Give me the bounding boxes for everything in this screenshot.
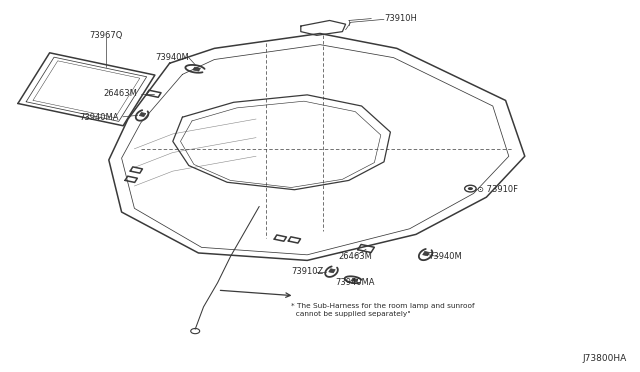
Text: 26463M: 26463M xyxy=(339,252,372,261)
Text: 73940M: 73940M xyxy=(428,252,461,261)
Text: 73940M: 73940M xyxy=(155,53,189,62)
Text: 73967Q: 73967Q xyxy=(89,31,122,40)
Text: 73940MA: 73940MA xyxy=(335,278,375,287)
Text: * The Sub-Harness for the room lamp and sunroof: * The Sub-Harness for the room lamp and … xyxy=(291,303,475,309)
Polygon shape xyxy=(140,112,146,116)
Text: cannot be supplied separately": cannot be supplied separately" xyxy=(291,311,411,317)
Text: 26463M: 26463M xyxy=(104,89,138,98)
Text: 73940MA: 73940MA xyxy=(79,113,118,122)
Circle shape xyxy=(468,187,473,190)
Polygon shape xyxy=(329,269,335,273)
Text: 73910H: 73910H xyxy=(384,14,417,23)
Polygon shape xyxy=(351,278,358,282)
Text: J73800HA: J73800HA xyxy=(583,354,627,363)
Text: 73910Z: 73910Z xyxy=(291,267,323,276)
Polygon shape xyxy=(422,251,429,256)
Polygon shape xyxy=(193,67,200,71)
Text: ⊙ 73910F: ⊙ 73910F xyxy=(477,185,518,194)
